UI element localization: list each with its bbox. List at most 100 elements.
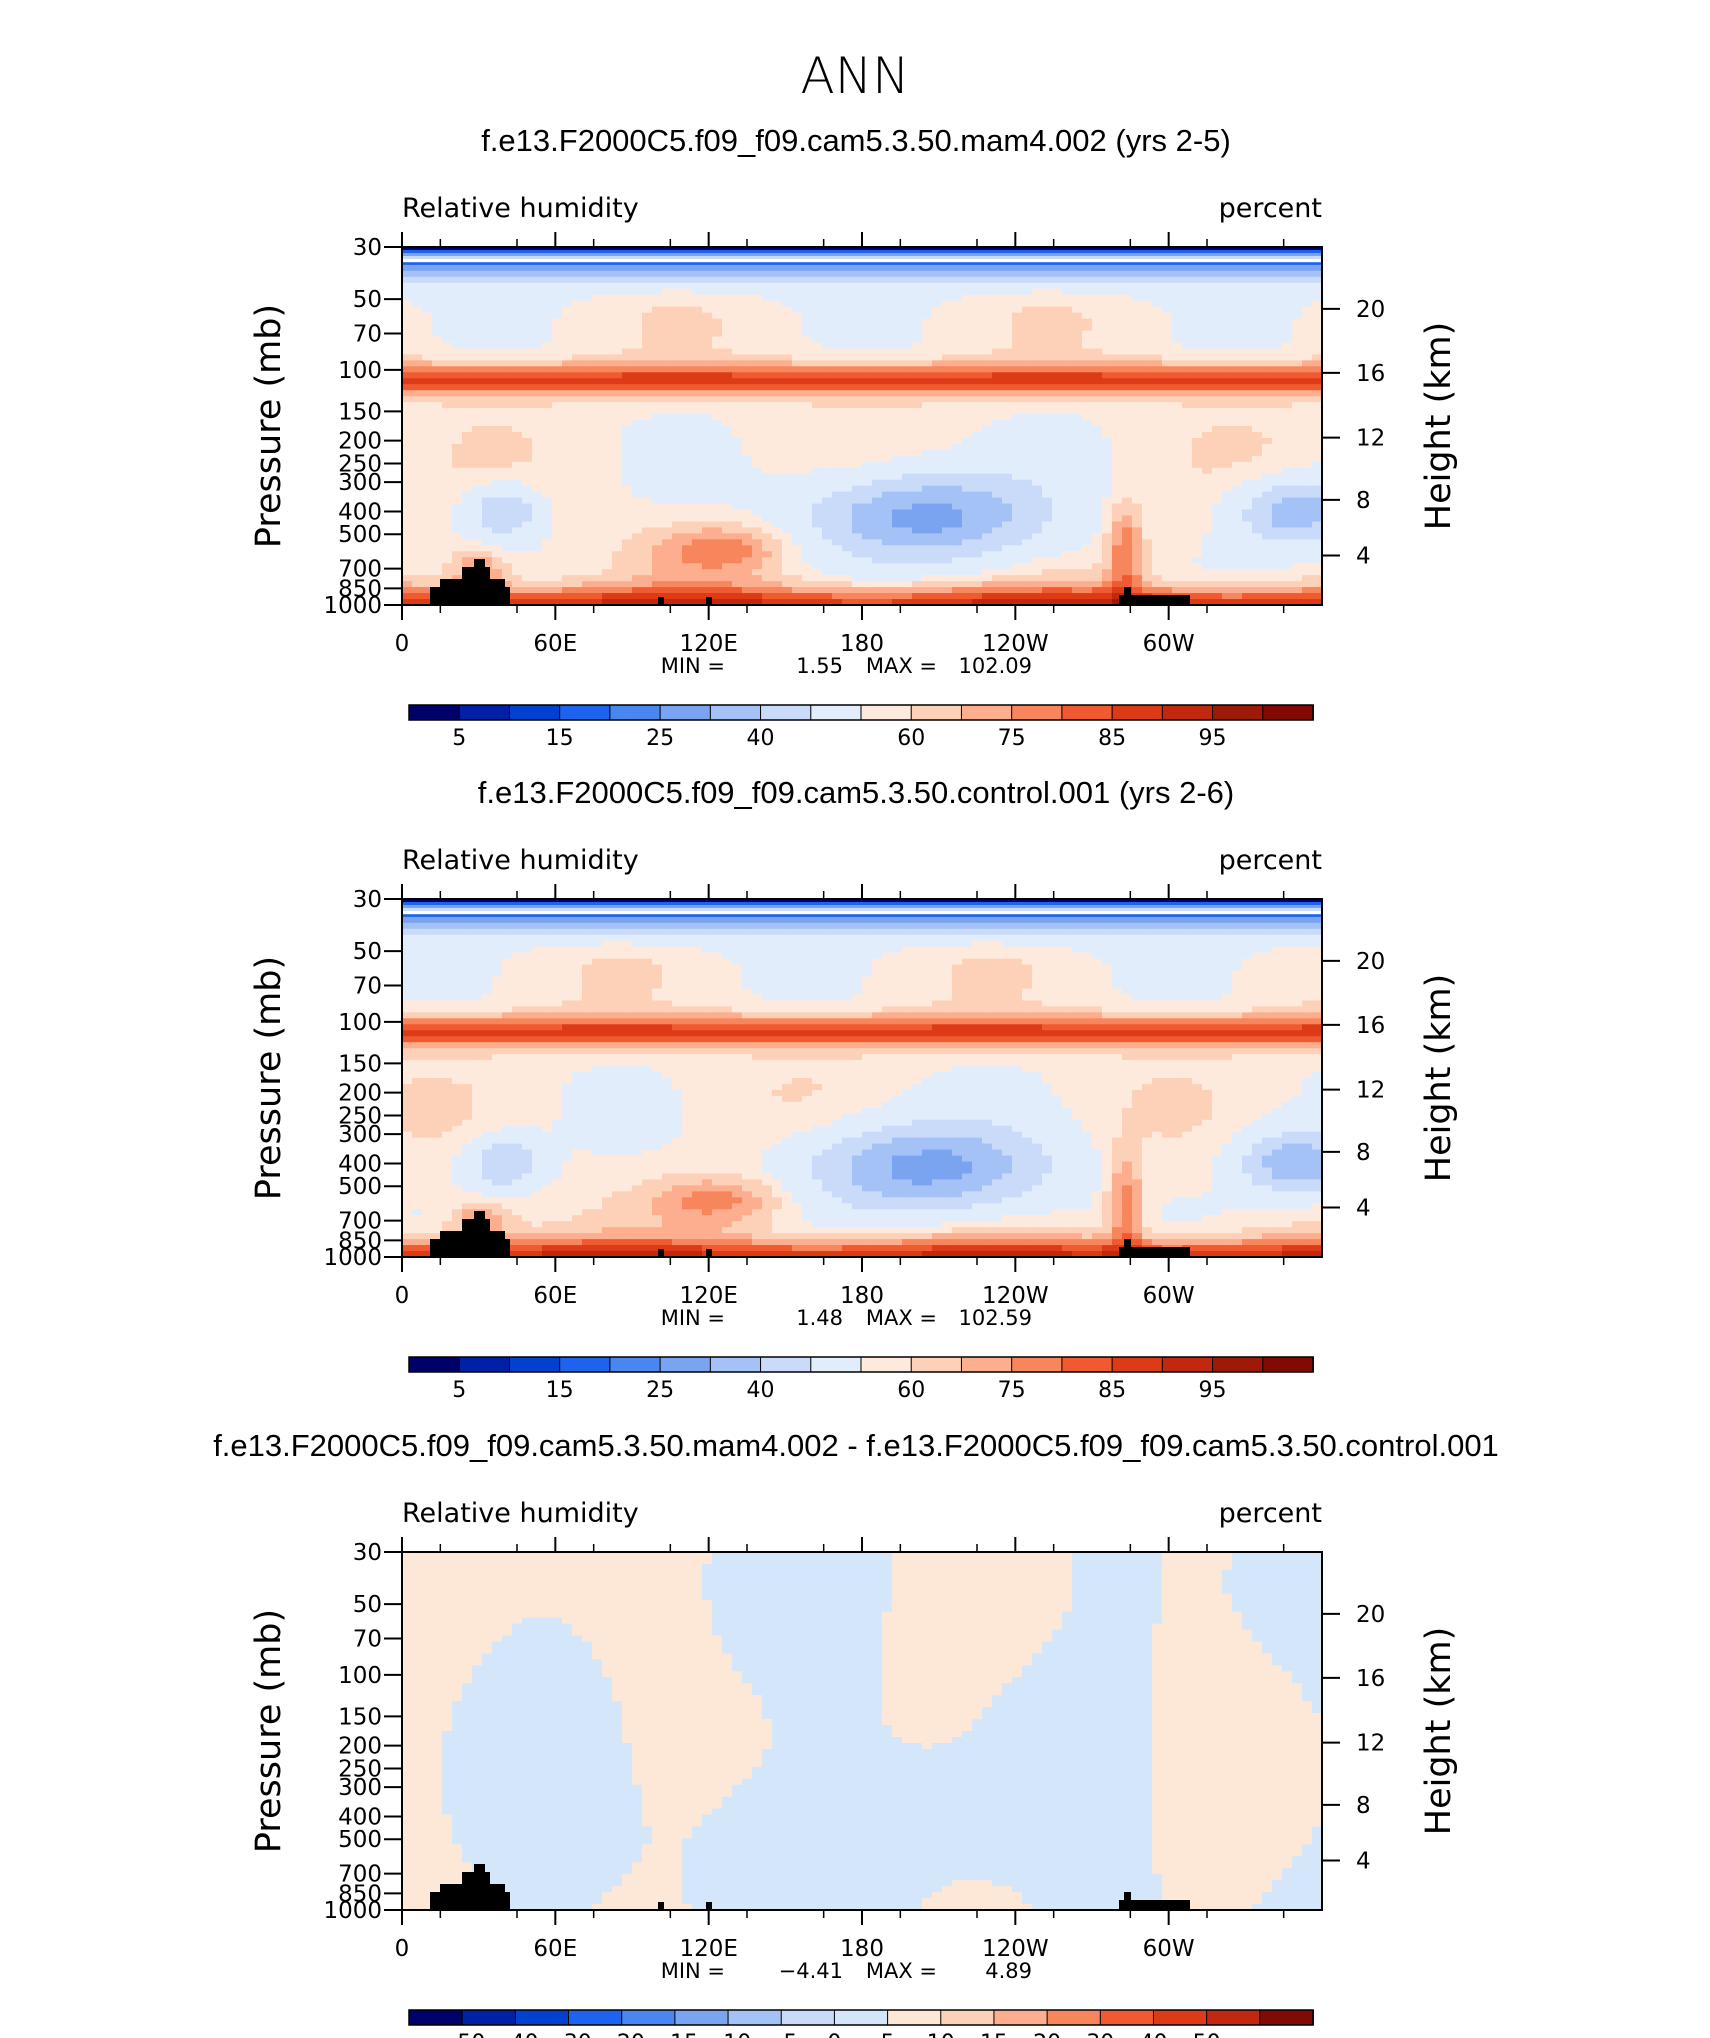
field-cell — [1282, 324, 1293, 332]
field-cell — [612, 557, 623, 564]
field-cell — [792, 264, 803, 272]
field-cell — [612, 509, 623, 517]
field-cell — [932, 330, 943, 338]
field-cell — [592, 473, 603, 481]
field-cell — [1202, 360, 1213, 367]
field-cell — [612, 521, 623, 529]
field-cell — [1012, 306, 1023, 314]
field-cell — [1242, 396, 1253, 403]
field-cell — [992, 539, 1003, 546]
field-cell — [892, 378, 903, 385]
field-cell — [492, 354, 503, 361]
field-cell — [592, 563, 603, 570]
field-cell — [432, 449, 443, 457]
field-cell — [462, 533, 473, 540]
field-cell — [1272, 455, 1283, 463]
field-cell — [932, 431, 943, 439]
field-cell — [962, 306, 973, 314]
field-cell — [852, 390, 863, 397]
field-cell — [1232, 396, 1243, 403]
field-cell — [1092, 282, 1103, 290]
field-cell — [1232, 300, 1243, 308]
field-cell — [702, 378, 713, 385]
field-cell — [602, 378, 613, 385]
field-cell — [1032, 527, 1043, 534]
field-cell — [972, 378, 983, 385]
field-cell — [402, 378, 413, 385]
field-cell — [902, 557, 913, 564]
field-cell — [1292, 270, 1303, 278]
field-cell — [532, 414, 543, 421]
field-cell — [642, 396, 653, 403]
field-cell — [1232, 390, 1243, 397]
field-cell — [932, 420, 943, 427]
field-cell — [802, 485, 813, 493]
field-cell — [1242, 384, 1253, 391]
field-cell — [422, 366, 433, 373]
field-cell — [692, 431, 703, 439]
field-cell — [1272, 503, 1283, 511]
field-cell — [512, 539, 523, 546]
field-cell — [852, 431, 863, 439]
field-cell — [1222, 521, 1233, 529]
field-cell — [662, 527, 673, 534]
field-cell — [702, 461, 713, 469]
field-cell — [632, 402, 643, 409]
field-cell — [982, 431, 993, 439]
field-cell — [402, 384, 413, 391]
field-cell — [882, 318, 893, 326]
field-cell — [1082, 509, 1093, 517]
field-cell — [1112, 497, 1123, 505]
field-cell — [802, 443, 813, 451]
field-cell — [1132, 503, 1143, 511]
field-cell — [442, 408, 453, 415]
field-cell — [762, 485, 773, 493]
field-cell — [562, 479, 573, 487]
field-cell — [1172, 288, 1183, 296]
field-cell — [632, 539, 643, 546]
field-cell — [1082, 384, 1093, 391]
field-cell — [892, 539, 903, 546]
field-cell — [1242, 276, 1253, 284]
field-cell — [832, 455, 843, 463]
field-cell — [842, 437, 853, 445]
field-cell — [912, 258, 923, 266]
field-cell — [992, 437, 1003, 445]
field-cell — [642, 557, 653, 564]
field-cell — [1032, 342, 1043, 350]
field-cell — [1082, 300, 1093, 308]
field-cell — [1092, 264, 1103, 272]
field-cell — [822, 479, 833, 487]
field-cell — [1242, 330, 1253, 338]
field-cell — [582, 264, 593, 272]
field-cell — [682, 408, 693, 415]
field-cell — [402, 336, 413, 344]
field-cell — [1132, 491, 1143, 499]
field-cell — [1222, 408, 1233, 415]
field-cell — [1222, 288, 1233, 296]
field-cell — [1272, 390, 1283, 397]
field-cell — [842, 306, 853, 314]
field-cell — [762, 545, 773, 552]
field-cell — [1152, 449, 1163, 457]
field-cell — [1152, 467, 1163, 475]
field-cell — [892, 348, 903, 355]
field-cell — [592, 402, 603, 409]
field-cell — [1282, 318, 1293, 326]
field-cell — [492, 485, 503, 493]
field-cell — [1172, 503, 1183, 511]
field-cell — [662, 402, 673, 409]
field-cell — [682, 431, 693, 439]
field-cell — [452, 461, 463, 469]
field-cell — [592, 443, 603, 451]
field-cell — [1202, 557, 1213, 564]
field-cell — [652, 479, 663, 487]
field-cell — [522, 378, 533, 385]
field-cell — [1282, 485, 1293, 493]
field-cell — [1092, 431, 1103, 439]
field-cell — [432, 384, 443, 391]
field-cell — [792, 426, 803, 433]
field-cell — [1282, 527, 1293, 534]
field-cell — [982, 312, 993, 320]
field-cell — [482, 306, 493, 314]
